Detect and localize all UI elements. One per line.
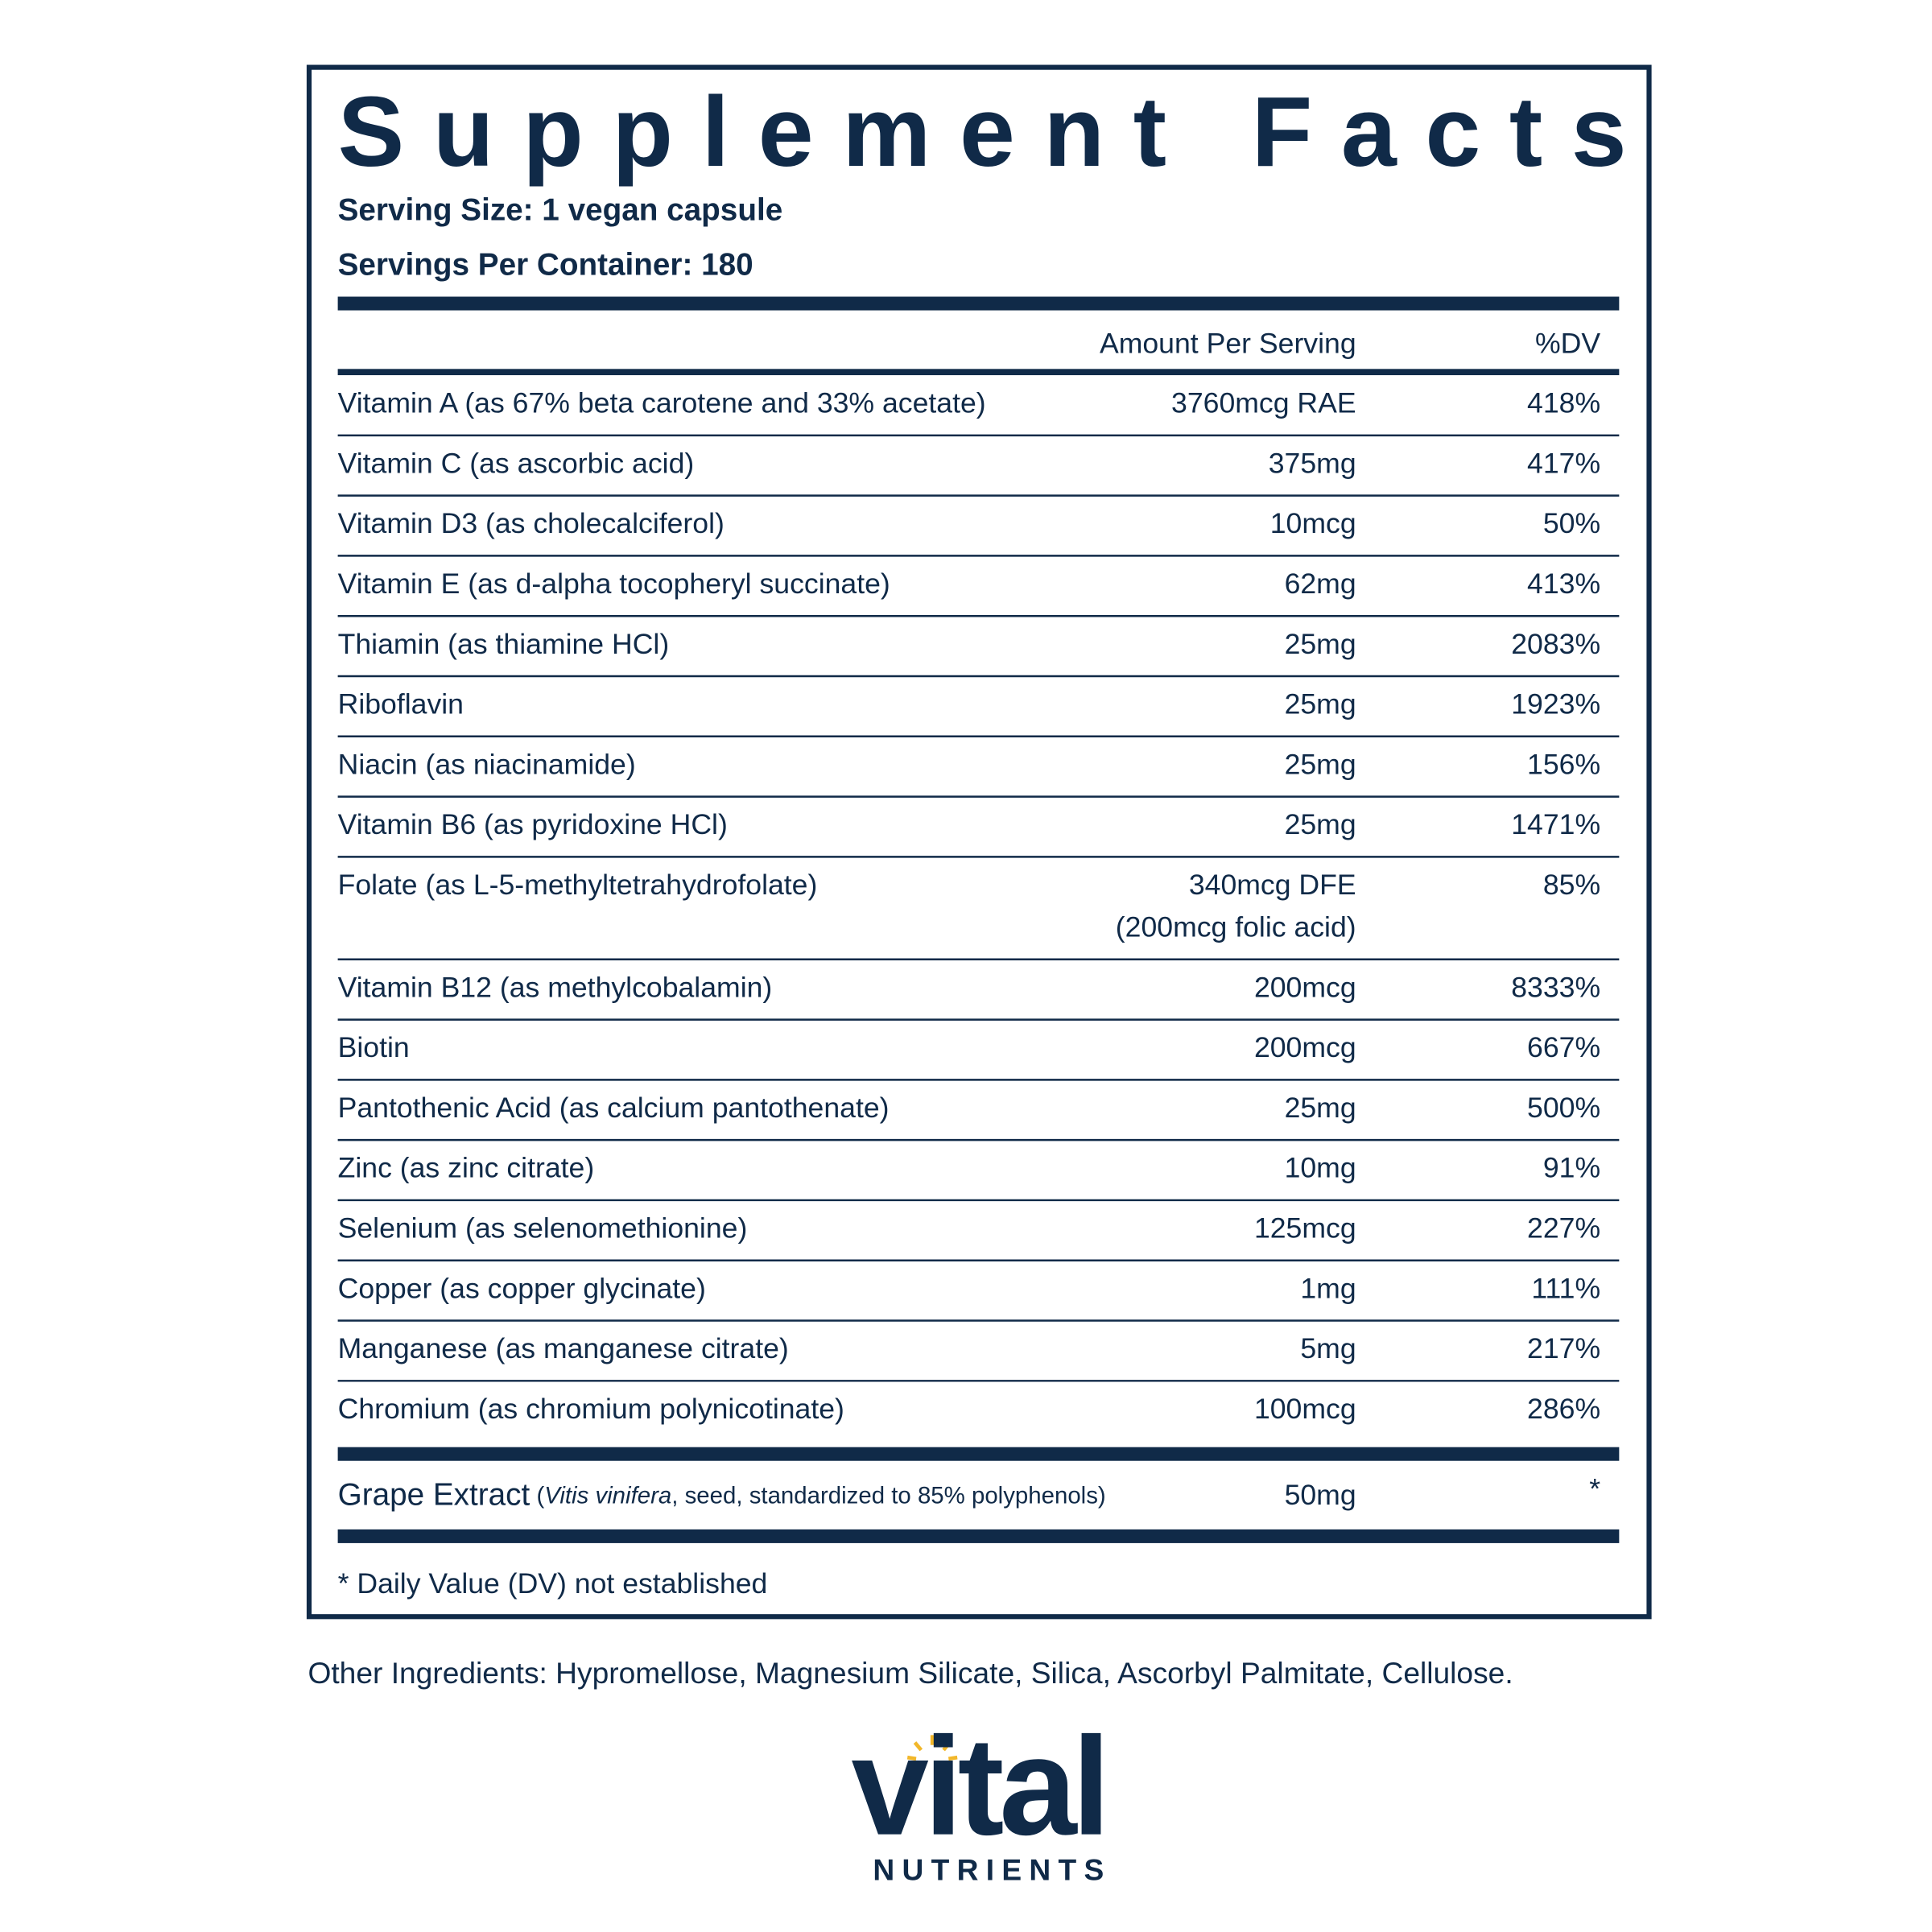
logo-name: vital — [851, 1708, 1105, 1864]
nutrient-name: Vitamin C (as ascorbic acid) — [338, 447, 695, 479]
servings-per-container: Servings Per Container: 180 — [338, 248, 753, 283]
logo-sun — [906, 1735, 958, 1761]
nutrient-dv: 91% — [1543, 1152, 1600, 1184]
nutrient-name: Thiamin (as thiamine HCl) — [338, 628, 670, 660]
nutrient-amount: 25mg — [1285, 688, 1356, 720]
nutrient-amount: 25mg — [1285, 628, 1356, 660]
medium-rule — [337, 369, 1620, 376]
nutrient-amount: 375mg — [1269, 447, 1356, 479]
nutrient-dv: 418% — [1527, 387, 1600, 419]
nutrient-amount: 3760mcg RAE — [1171, 387, 1356, 419]
nutrient-name: Pantothenic Acid (as calcium pantothenat… — [338, 1092, 890, 1124]
nutrient-name: Zinc (as zinc citrate) — [338, 1152, 595, 1184]
nutrient-amount: 10mcg — [1270, 507, 1356, 539]
thick-rule — [337, 296, 1620, 311]
nutrient-name: Vitamin E (as d-alpha tocopheryl succina… — [338, 568, 890, 600]
nutrient-dv: 227% — [1527, 1212, 1600, 1245]
nutrient-amount: 340mcg DFE — [1189, 869, 1356, 901]
nutrient-name: Copper (as copper glycinate) — [338, 1272, 706, 1304]
nutrient-dv: 2083% — [1511, 628, 1600, 660]
nutrient-name: Selenium (as selenomethionine) — [338, 1212, 748, 1245]
nutrient-dv: 667% — [1527, 1031, 1600, 1063]
nutrient-amount: 125mcg — [1254, 1212, 1356, 1245]
nutrient-amount: 100mcg — [1254, 1393, 1356, 1425]
nutrient-dv: 156% — [1527, 748, 1600, 780]
nutrient-amount: 25mg — [1285, 748, 1356, 780]
extract-title: Grape Extract — [338, 1478, 530, 1513]
nutrient-name: Vitamin A (as 67% beta carotene and 33% … — [338, 387, 986, 419]
facts-box — [306, 64, 1652, 1620]
column-header: %DV — [1535, 327, 1600, 359]
nutrient-dv: 1471% — [1511, 808, 1600, 840]
nutrient-dv: 500% — [1527, 1092, 1600, 1124]
nutrient-dv: 286% — [1527, 1393, 1600, 1425]
column-header: Amount Per Serving — [1100, 327, 1356, 359]
nutrient-amount-note: (200mcg folic acid) — [1116, 911, 1356, 943]
thick-rule — [337, 1529, 1620, 1543]
nutrient-name: Vitamin B12 (as methylcobalamin) — [338, 971, 773, 1003]
nutrient-amount: 1mg — [1300, 1272, 1356, 1304]
nutrient-amount: 200mcg — [1254, 971, 1356, 1003]
nutrient-name: Chromium (as chromium polynicotinate) — [338, 1393, 844, 1425]
nutrient-dv: 8333% — [1511, 971, 1600, 1003]
nutrient-dv: 417% — [1527, 447, 1600, 479]
nutrient-name: Niacin (as niacinamide) — [338, 748, 636, 780]
nutrient-amount: 62mg — [1285, 568, 1356, 600]
serving-size: Serving Size: 1 vegan capsule — [338, 192, 783, 227]
extract-amount: 50mg — [1285, 1479, 1356, 1511]
extract-latin: Vitis vinifera — [544, 1482, 671, 1509]
nutrient-amount: 5mg — [1300, 1332, 1356, 1364]
title: Supplement Facts — [338, 76, 1627, 188]
logo-tagline: NUTRIENTS — [873, 1852, 1111, 1886]
nutrient-dv: 217% — [1527, 1332, 1600, 1364]
footnote: * Daily Value (DV) not established — [338, 1567, 768, 1600]
nutrient-amount: 25mg — [1285, 808, 1356, 840]
nutrient-dv: 111% — [1531, 1272, 1600, 1304]
nutrient-name: Manganese (as manganese citrate) — [338, 1332, 789, 1364]
nutrient-name: Vitamin B6 (as pyridoxine HCl) — [338, 808, 728, 840]
extract-name: Grape Extract (Vitis vinifera, seed, sta… — [338, 1478, 1106, 1513]
nutrient-amount: 25mg — [1285, 1092, 1356, 1124]
nutrient-dv: 50% — [1543, 507, 1600, 539]
thick-rule — [337, 1447, 1620, 1461]
extract-dv: * — [1589, 1472, 1600, 1505]
nutrient-name: Biotin — [338, 1031, 410, 1063]
extract-detail: , seed, standardized to 85% polyphenols) — [671, 1482, 1105, 1509]
nutrient-dv: 1923% — [1511, 688, 1600, 720]
rows: Vitamin A (as 67% beta carotene and 33% … — [337, 387, 1620, 1425]
nutrient-amount: 10mg — [1285, 1152, 1356, 1184]
nutrient-name: Riboflavin — [338, 688, 464, 720]
nutrient-name: Folate (as L-5-methyltetrahydrofolate) — [338, 869, 818, 901]
nutrient-name: Vitamin D3 (as cholecalciferol) — [338, 507, 724, 539]
other-ingredients: Other Ingredients: Hypromellose, Magnesi… — [308, 1656, 1513, 1690]
nutrient-dv: 85% — [1543, 869, 1600, 901]
nutrient-amount: 200mcg — [1254, 1031, 1356, 1063]
extract-detail: ( — [530, 1482, 544, 1509]
nutrient-dv: 413% — [1527, 568, 1600, 600]
